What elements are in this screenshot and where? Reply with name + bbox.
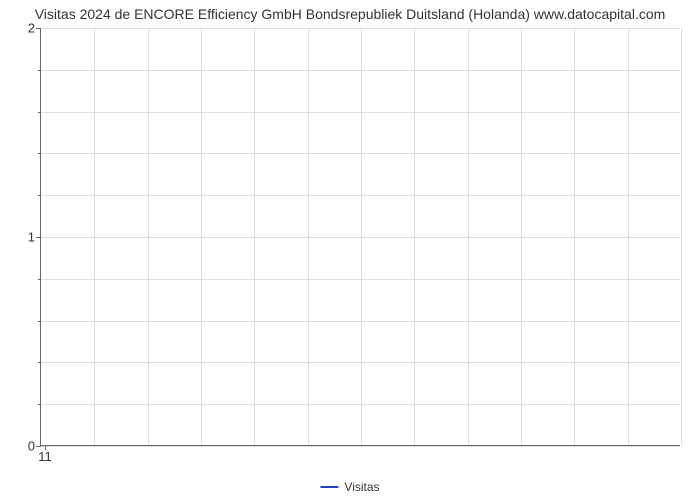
ytick-label: 2 [28, 21, 41, 36]
gridline-horizontal [41, 404, 680, 405]
ytick-minor-mark [38, 70, 41, 71]
ytick-minor-mark [38, 321, 41, 322]
gridline-horizontal [41, 237, 680, 238]
legend-series-label: Visitas [344, 480, 379, 494]
gridline-horizontal [41, 70, 680, 71]
legend-swatch-icon [320, 486, 338, 488]
gridline-horizontal [41, 28, 680, 29]
ytick-minor-mark [38, 362, 41, 363]
gridline-horizontal [41, 321, 680, 322]
gridline-horizontal [41, 195, 680, 196]
chart-legend: Visitas [320, 480, 379, 494]
xtick-label: 11 [38, 445, 52, 464]
gridline-horizontal [41, 112, 680, 113]
ytick-minor-mark [38, 112, 41, 113]
ytick-minor-mark [38, 279, 41, 280]
chart-plot-area: 01211 [40, 28, 680, 446]
chart-title: Visitas 2024 de ENCORE Efficiency GmbH B… [0, 6, 700, 22]
ytick-minor-mark [38, 404, 41, 405]
gridline-horizontal [41, 362, 680, 363]
gridline-horizontal [41, 446, 680, 447]
gridline-horizontal [41, 153, 680, 154]
ytick-minor-mark [38, 153, 41, 154]
ytick-label: 1 [28, 230, 41, 245]
gridline-vertical [681, 28, 682, 445]
ytick-minor-mark [38, 195, 41, 196]
gridline-horizontal [41, 279, 680, 280]
